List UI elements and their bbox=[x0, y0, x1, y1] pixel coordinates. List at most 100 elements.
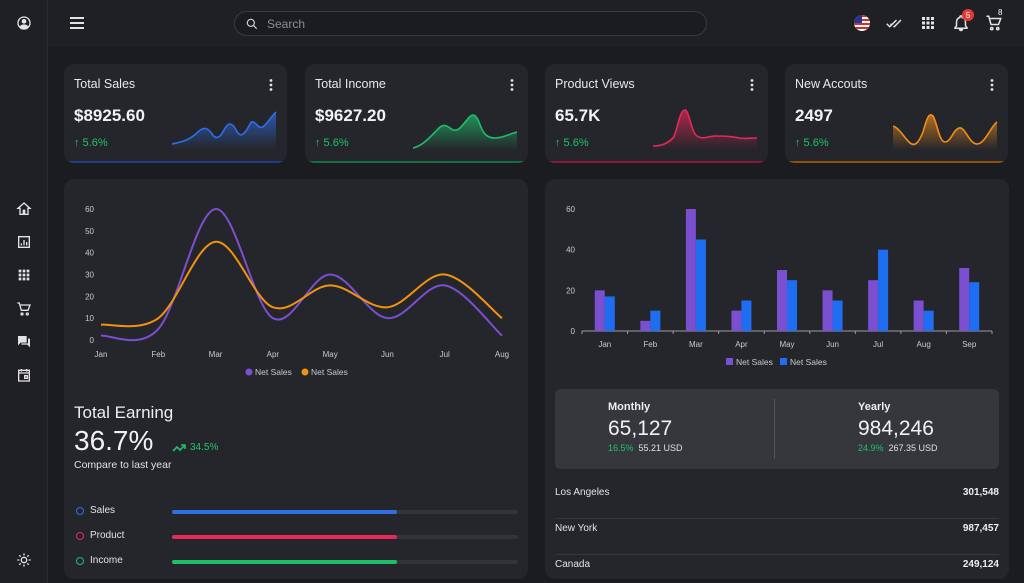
more-vert-icon[interactable] bbox=[510, 78, 514, 91]
legend-marker bbox=[780, 358, 787, 365]
bar-apr-0 bbox=[731, 310, 742, 331]
notifications-badge: 5 bbox=[962, 9, 974, 21]
stat-value: 65.7K bbox=[555, 106, 601, 125]
progress-label: Product bbox=[90, 530, 125, 541]
search-box[interactable] bbox=[234, 11, 707, 36]
stat-change: ↑ 5.6% bbox=[315, 137, 349, 149]
city-name: New York bbox=[555, 523, 598, 534]
calendar-icon[interactable] bbox=[14, 365, 34, 385]
stat-title: Product Views bbox=[555, 77, 635, 91]
progress-row-product: Product bbox=[74, 530, 518, 544]
legend-marker bbox=[301, 368, 309, 376]
sales-panel: 0 20 40 60 Jan Feb Mar Apr May Jun Jul Aug Sep Net Sa… bbox=[545, 179, 1009, 579]
x-tick-label: Feb bbox=[643, 340, 657, 349]
cart-badge: 8 bbox=[998, 8, 1003, 17]
x-tick-label: Jan bbox=[598, 340, 611, 349]
side-rail bbox=[0, 0, 48, 583]
stat-change: ↑ 5.6% bbox=[795, 137, 829, 149]
earning-title: Total Earning bbox=[74, 403, 174, 422]
stat-value: 2497 bbox=[795, 106, 833, 125]
sparkline-new-accouts bbox=[893, 114, 998, 150]
more-vert-icon[interactable] bbox=[990, 78, 994, 91]
summary-label: Monthly bbox=[608, 401, 651, 413]
stat-card-product-views: Product Views 65.7K ↑ 5.6% bbox=[545, 64, 768, 163]
progress-label: Sales bbox=[90, 505, 116, 516]
summary-value: 984,246 bbox=[858, 417, 934, 440]
theme-sun-icon[interactable] bbox=[14, 550, 34, 570]
bar-aug-0 bbox=[913, 300, 924, 331]
bar-jul-0 bbox=[868, 280, 879, 331]
progress-row-sales: Sales bbox=[74, 505, 518, 519]
bar-sep-1 bbox=[969, 282, 980, 331]
summary-yearly: Yearly 984,246 24.9% 267.35 USD bbox=[858, 401, 938, 453]
progress-track bbox=[172, 535, 518, 539]
earning-trend: 34.5% bbox=[172, 442, 218, 453]
y-tick-label: 10 bbox=[85, 314, 94, 323]
legend-dot bbox=[76, 507, 84, 515]
search-icon bbox=[246, 18, 258, 29]
y-tick-label: 20 bbox=[85, 292, 94, 301]
city-value: 301,548 bbox=[962, 487, 999, 498]
double-check-icon[interactable] bbox=[886, 14, 904, 32]
legend-dot bbox=[76, 557, 84, 565]
earning-subtitle: Compare to last year bbox=[74, 459, 172, 471]
summary-value: 65,127 bbox=[608, 417, 673, 440]
progress-row-income: Income bbox=[74, 555, 518, 569]
more-vert-icon[interactable] bbox=[750, 78, 754, 91]
stat-title: New Accouts bbox=[795, 77, 868, 91]
stat-change: ↑ 5.6% bbox=[555, 137, 589, 149]
more-vert-icon[interactable] bbox=[269, 78, 273, 91]
sparkline-product-views bbox=[653, 109, 758, 150]
bar-jul-1 bbox=[878, 249, 889, 331]
legend-dot bbox=[76, 532, 84, 540]
card-bottom-accent bbox=[785, 161, 1008, 163]
progress-fill-sales bbox=[172, 510, 397, 514]
chat-icon[interactable] bbox=[14, 332, 34, 352]
line-series-1 bbox=[100, 240, 503, 328]
x-tick-label: Apr bbox=[267, 350, 280, 359]
summary-sub: 16.5% 55.21 USD bbox=[608, 443, 683, 453]
city-row: Los Angeles 301,548 bbox=[555, 483, 999, 519]
bar-mar-0 bbox=[685, 209, 696, 331]
city-name: Los Angeles bbox=[555, 487, 610, 498]
progress-track bbox=[172, 560, 518, 564]
x-tick-label: Apr bbox=[735, 340, 748, 349]
account-circle-icon[interactable] bbox=[14, 13, 34, 33]
legend-marker bbox=[726, 358, 733, 365]
city-name: Canada bbox=[555, 559, 591, 570]
menu-icon[interactable] bbox=[70, 15, 88, 31]
bar-mar-1 bbox=[695, 239, 706, 331]
x-tick-label: Aug bbox=[917, 340, 931, 349]
card-bottom-accent bbox=[64, 161, 287, 163]
cart-icon[interactable] bbox=[14, 299, 34, 319]
x-tick-label: Aug bbox=[495, 350, 509, 359]
summary-monthly: Monthly 65,127 16.5% 55.21 USD bbox=[608, 401, 683, 453]
stat-change: ↑ 5.6% bbox=[74, 137, 108, 149]
earning-trend-value: 34.5% bbox=[190, 442, 219, 453]
bar-apr-1 bbox=[741, 300, 752, 331]
bar-jan-0 bbox=[594, 290, 605, 331]
apps-icon[interactable] bbox=[919, 14, 937, 32]
analytics-icon[interactable] bbox=[14, 232, 34, 252]
x-tick-label: May bbox=[323, 350, 338, 359]
bar-may-1 bbox=[787, 280, 797, 331]
bar-may-0 bbox=[777, 270, 787, 331]
x-tick-label: May bbox=[779, 340, 794, 349]
legend-label: Net Sales bbox=[790, 357, 827, 367]
notifications-bell-icon[interactable]: 5 bbox=[952, 9, 974, 32]
home-icon[interactable] bbox=[14, 199, 34, 219]
us-flag-icon[interactable] bbox=[853, 14, 871, 32]
earning-value: 36.7% bbox=[74, 425, 154, 456]
stat-value: $8925.60 bbox=[74, 106, 145, 125]
progress-fill-income bbox=[172, 560, 397, 564]
bar-jun-0 bbox=[822, 290, 833, 331]
search-input[interactable] bbox=[267, 16, 667, 31]
card-bottom-accent bbox=[305, 161, 528, 163]
x-tick-label: Jun bbox=[381, 350, 394, 359]
progress-label: Income bbox=[90, 555, 123, 566]
shopping-cart-icon[interactable]: 8 bbox=[985, 8, 1003, 32]
bar-feb-0 bbox=[640, 320, 651, 331]
y-tick-label: 0 bbox=[90, 336, 95, 345]
apps-grid-icon[interactable] bbox=[14, 265, 34, 285]
